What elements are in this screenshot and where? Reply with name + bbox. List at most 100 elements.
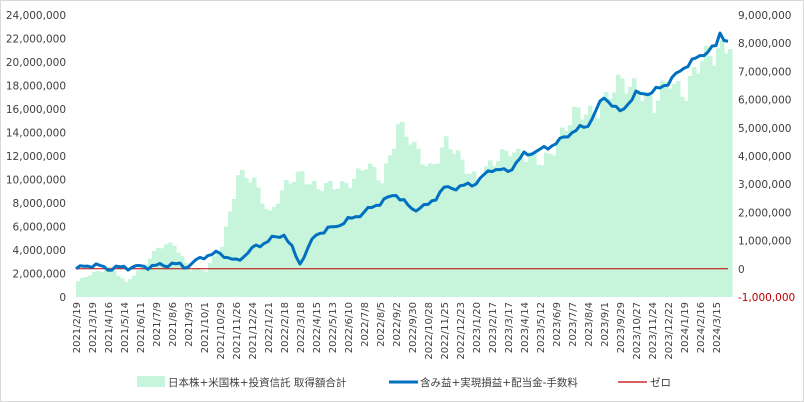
x-tick-label: 2023/9/1 [600, 302, 611, 347]
x-tick-label: 2021/2/19 [72, 302, 83, 353]
bar [156, 247, 161, 297]
bar [396, 124, 401, 297]
bar [128, 279, 133, 297]
bar [124, 281, 129, 297]
bar [376, 180, 381, 297]
y-axis-right: -1,000,000 0 1,000,000 2,000,000 3,000,000 4,… [738, 10, 795, 304]
bar [504, 150, 509, 297]
bar [548, 153, 553, 297]
bar [272, 206, 277, 297]
bar [712, 65, 717, 297]
bar [112, 270, 117, 297]
bar [104, 269, 109, 297]
x-tick-label: 2023/10/27 [632, 302, 643, 360]
bar [532, 153, 537, 297]
x-tick-label: 2021/11/26 [232, 302, 243, 360]
bar [496, 160, 501, 297]
y-right-tick-label: 6,000,000 [738, 95, 791, 107]
y-left-tick-label: 0 [59, 292, 66, 304]
bar [268, 210, 273, 297]
bar [416, 148, 421, 297]
bar [648, 94, 653, 298]
x-tick-label: 2022/9/2 [392, 302, 403, 347]
x-tick-label: 2022/7/8 [360, 302, 371, 347]
legend-label-zero: ゼロ [650, 377, 671, 389]
bar [408, 144, 413, 297]
bar [500, 149, 505, 297]
bar [228, 211, 233, 297]
y-left-tick-label: 14,000,000 [6, 128, 66, 140]
bar [348, 188, 353, 297]
bar [472, 171, 477, 297]
x-tick-label: 2021/7/9 [152, 302, 163, 347]
bar [116, 275, 121, 297]
bar [392, 148, 397, 297]
bar [252, 177, 257, 297]
bar [684, 100, 689, 297]
bar [384, 163, 389, 297]
bar [596, 118, 601, 297]
y-left-tick-label: 24,000,000 [6, 10, 66, 22]
bar [612, 92, 617, 297]
x-tick-label: 2022/2/18 [280, 302, 291, 353]
bar [564, 130, 569, 297]
x-axis: 2021/2/19 2021/3/19 2021/4/16 2021/5/14 2021… [72, 302, 723, 360]
bar [176, 252, 181, 297]
x-tick-label: 2022/12/23 [456, 302, 467, 360]
bar [576, 107, 581, 297]
bar [636, 90, 641, 297]
bar [428, 163, 433, 297]
y-left-tick-label: 2,000,000 [13, 269, 66, 281]
y-right-tick-label: 3,000,000 [738, 179, 791, 191]
bar [480, 179, 485, 297]
y-left-tick-label: 22,000,000 [6, 34, 66, 46]
bar [640, 101, 645, 298]
bar [336, 188, 341, 297]
bar [524, 162, 529, 297]
bar [280, 190, 285, 297]
y-axis-left: 0 2,000,000 4,000,000 6,000,000 8,000,000 10,… [6, 10, 66, 304]
bar [212, 256, 217, 297]
bar [328, 180, 333, 297]
bar [236, 175, 241, 297]
bar [412, 141, 417, 297]
bar [560, 127, 565, 297]
x-tick-label: 2023/9/29 [616, 302, 627, 353]
legend-swatch-bar [137, 376, 165, 387]
bar [296, 171, 301, 297]
y-left-tick-label: 16,000,000 [6, 104, 66, 116]
bar [676, 81, 681, 298]
bar [632, 78, 637, 297]
bar [652, 113, 657, 297]
bar [344, 183, 349, 297]
bar [488, 160, 493, 297]
x-tick-label: 2022/5/13 [328, 302, 339, 353]
bar [220, 246, 225, 297]
bar [388, 155, 393, 297]
legend-label-line: 含み益+実現損益+配当金-手数料 [420, 376, 578, 389]
y-left-tick-label: 18,000,000 [6, 81, 66, 93]
bar [444, 136, 449, 297]
y-left-tick-label: 8,000,000 [13, 198, 66, 210]
bar [288, 183, 293, 297]
bar-series [76, 40, 733, 298]
x-tick-label: 2023/5/12 [536, 302, 547, 353]
bar [692, 67, 697, 297]
bar [276, 203, 281, 297]
bar [616, 74, 621, 297]
x-tick-label: 2023/12/22 [664, 302, 675, 360]
bar [588, 105, 593, 297]
bar [724, 53, 729, 297]
x-tick-label: 2021/6/11 [136, 302, 147, 353]
bar [244, 178, 249, 297]
x-tick-label: 2022/3/18 [296, 302, 307, 353]
bar [516, 148, 521, 297]
x-tick-label: 2023/1/20 [472, 302, 483, 353]
x-tick-label: 2023/6/9 [552, 302, 563, 347]
bar [168, 242, 173, 297]
bar [76, 281, 81, 297]
x-tick-label: 2023/4/14 [520, 302, 531, 353]
x-tick-label: 2021/10/29 [216, 302, 227, 360]
